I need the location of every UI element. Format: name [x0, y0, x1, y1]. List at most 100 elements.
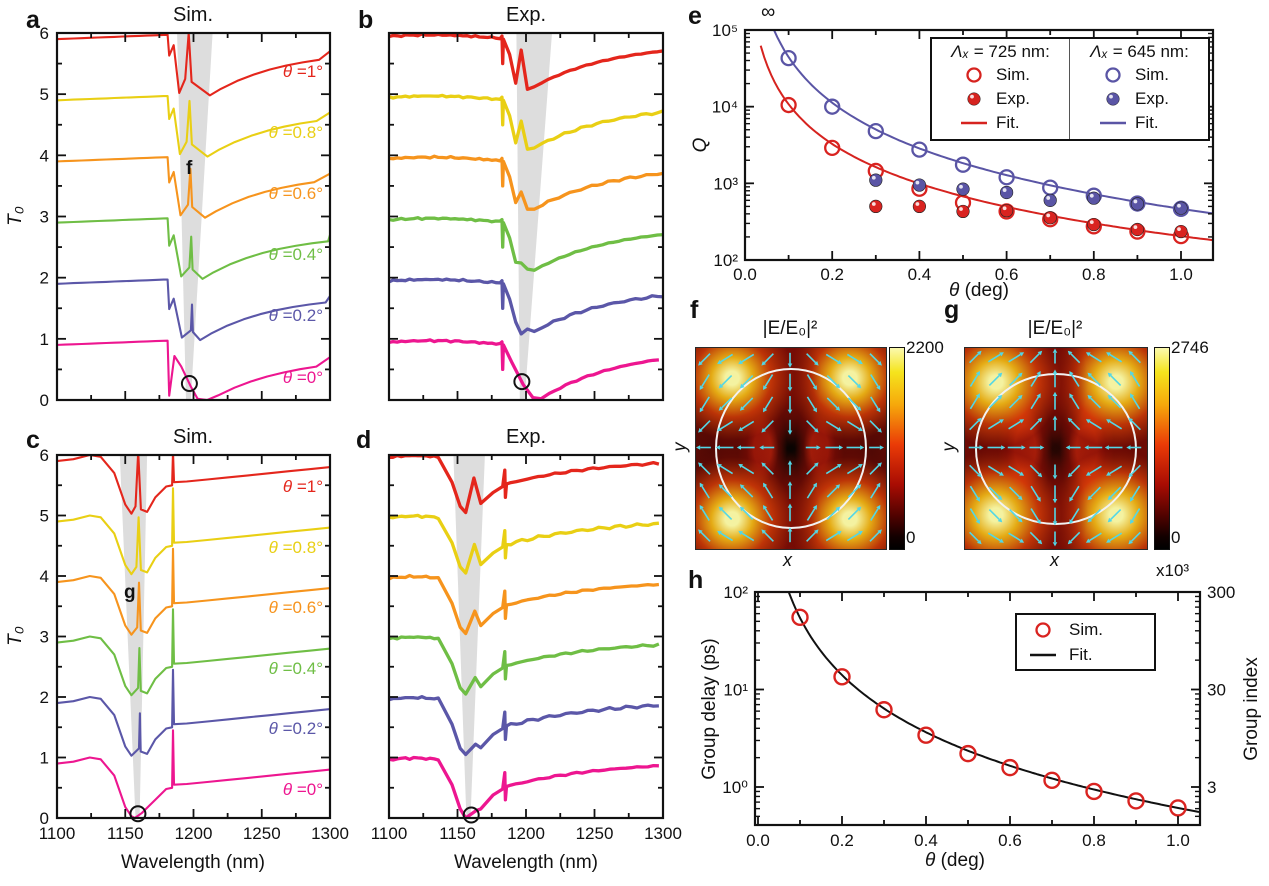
panel-c-content [58, 456, 329, 817]
exp-point-e-blue [1174, 201, 1188, 215]
panel-a-ylabel: T₀ [5, 206, 26, 226]
exp-point-e-blue [1043, 193, 1057, 207]
panel-b-content [390, 34, 662, 399]
legend-marker-line [961, 121, 987, 125]
colorbar-f-max: 2200 [906, 338, 944, 357]
marked-resonance-a [180, 374, 198, 392]
ytick-a-0: 0 [40, 391, 49, 410]
panel-letter-h: h [688, 566, 704, 594]
sim-point-e-red [1042, 211, 1059, 228]
ytick-c-3: 3 [40, 628, 49, 647]
exp-point-e-blue [1130, 197, 1144, 211]
panel-h-xlabel: θ (deg) [925, 850, 985, 871]
spectrum-curve-d-1 [390, 456, 660, 515]
xtick-h-0.0: 0.0 [746, 831, 770, 850]
ytick-c-5: 5 [40, 507, 49, 526]
ytick-c-4: 4 [40, 567, 49, 586]
xtick-d-1100: 1100 [371, 824, 408, 843]
spectrum-curve-b-1 [390, 34, 662, 91]
xtick-e-0.0: 0.0 [733, 265, 757, 284]
annotation-f-pointer: f [186, 158, 193, 179]
angle-label-c-1: θ =1° [282, 477, 323, 497]
legend-e-item-1-Sim.: Sim. [1135, 65, 1169, 84]
spectrum-curve-b-0.2 [390, 277, 662, 336]
panel-d-content [390, 456, 660, 817]
colorbar-g-max: 2746 [1171, 338, 1209, 357]
legend-marker-line [1030, 653, 1056, 657]
sim-point-e-red [954, 194, 972, 211]
ytick-h-right-1: 3 [1207, 778, 1216, 797]
sim-point-e-red [824, 139, 841, 157]
nanodisk-outline-f [715, 368, 867, 529]
spectrum-curve-c-0.6 [58, 547, 329, 636]
ytick-h-left-1: 10⁰ [722, 778, 748, 797]
angle-label-a-0.4: θ =0.4° [268, 245, 323, 265]
sim-point-e-red [780, 96, 797, 114]
spectrum-curve-b-0 [390, 338, 660, 399]
field-map-g [964, 347, 1148, 550]
exp-point-e-red [999, 204, 1014, 218]
sim-point-e-red [911, 180, 928, 197]
spectrum-curve-c-0 [58, 729, 329, 817]
axis-frame-a [55, 31, 332, 402]
panel-d-title: Exp. [505, 426, 547, 448]
ytick-e-4: 10⁴ [712, 98, 738, 117]
legend-e-header-0: Λₓ = 725 nm: [951, 42, 1050, 61]
legend-panel-h: Sim. Fit. [1015, 613, 1156, 671]
axis-frame-c [55, 453, 332, 820]
panel-h-ylabel-right: Group index [1241, 657, 1262, 761]
sim-point-h [875, 701, 893, 719]
ytick-a-3: 3 [40, 208, 49, 227]
angle-label-c-0.4: θ =0.4° [268, 658, 323, 678]
panel-c-xlabel: Wavelength (nm) [121, 852, 265, 873]
xtick-h-0.4: 0.4 [914, 831, 938, 850]
panel-d-xlabel: Wavelength (nm) [454, 852, 598, 873]
ytick-e-2: 10² [713, 251, 738, 270]
colorbar-f-min: 0 [906, 528, 916, 547]
exp-point-e-red [1130, 222, 1144, 237]
spectrum-curve-d-0.8 [390, 513, 660, 575]
infinity-symbol: ∞ [761, 1, 776, 23]
sim-point-e-blue [780, 49, 797, 67]
panel-h-ylabel-left: Group delay (ps) [699, 638, 720, 780]
sim-point-e-blue [1129, 195, 1146, 212]
sim-point-e-blue [911, 141, 928, 158]
sim-point-h [833, 668, 851, 686]
angle-label-a-0.8: θ =0.8° [268, 122, 323, 142]
legend-e-item-1-Exp.: Exp. [1135, 89, 1170, 108]
legend-e-item-0-Fit.: Fit. [996, 113, 1020, 132]
angle-label-a-0: θ =0° [282, 367, 323, 387]
xtick-c-1200: 1200 [175, 824, 213, 843]
exp-point-e-red [912, 199, 927, 214]
sim-point-h [1001, 758, 1019, 777]
panel-letter-e: e [688, 2, 702, 30]
sim-point-e-blue [867, 122, 884, 140]
panel-g-xlabel: x [1050, 550, 1059, 570]
exp-point-e-red [869, 199, 883, 214]
xtick-d-1250: 1250 [576, 824, 614, 843]
legend-marker-open [966, 67, 982, 83]
ytick-a-4: 4 [40, 146, 49, 165]
shaded-wedge-b [516, 34, 552, 399]
spectrum-curve-b-0.8 [390, 93, 662, 151]
sim-point-e-blue [1085, 187, 1102, 204]
spectrum-curve-b-0.4 [390, 216, 662, 272]
legend-marker-ball [967, 92, 981, 106]
legend-marker-open [1105, 67, 1121, 83]
sim-point-h [1127, 792, 1145, 810]
sim-point-e-red [998, 203, 1015, 220]
panel-letter-f: f [690, 296, 699, 324]
ytick-c-1: 1 [40, 749, 49, 768]
marked-resonance-d [462, 806, 480, 824]
marked-resonance-c [129, 805, 147, 823]
sim-point-e-blue [998, 169, 1015, 186]
panel-f-title: |E/E₀|² [762, 318, 818, 339]
spectrum-curve-d-0.4 [390, 635, 660, 696]
colorbar-g [1154, 347, 1170, 550]
axis-frame-b [387, 31, 665, 402]
xtick-d-1200: 1200 [507, 824, 545, 843]
axis-frame-d [387, 453, 665, 820]
xtick-h-0.2: 0.2 [830, 831, 854, 850]
ytick-h-left-10: 10¹ [723, 681, 748, 700]
exp-point-e-blue [869, 173, 883, 187]
